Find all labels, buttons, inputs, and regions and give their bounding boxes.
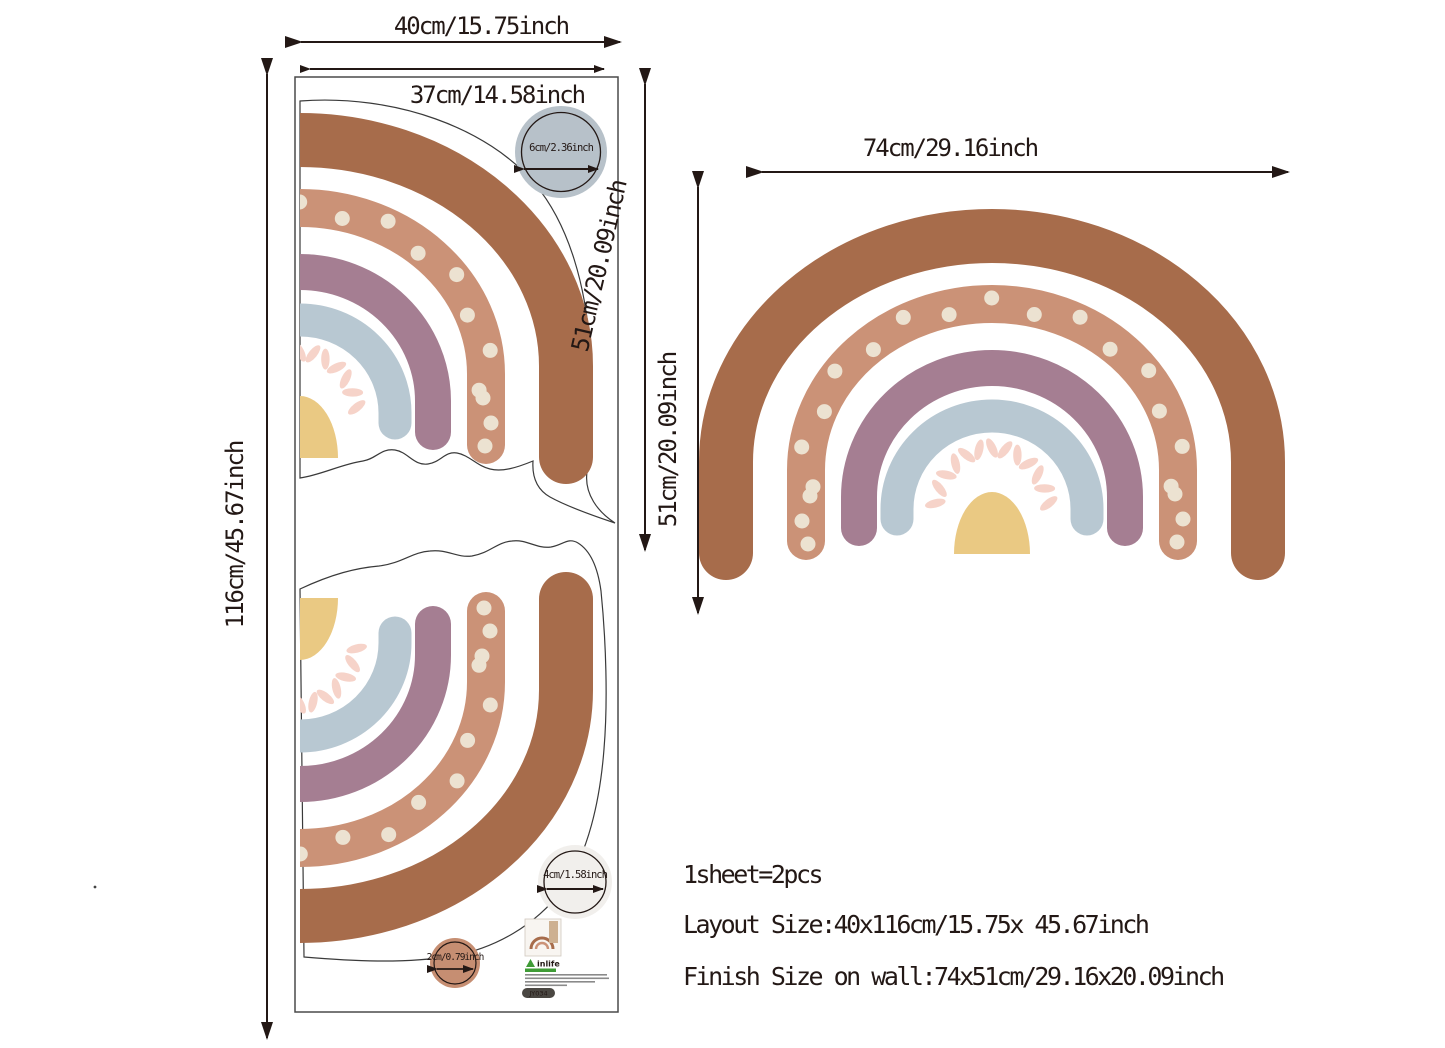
wall-height-label: 51cm/20.09inch <box>654 352 682 527</box>
wall-rainbow <box>726 236 1258 554</box>
circle-2cm-label: 2cm/0.79inch <box>427 952 484 963</box>
fine-print-lines <box>525 974 609 987</box>
inlife-logo-bar <box>525 968 556 972</box>
info-line-finish-size: Finish Size on wall:74x51cm/29.16x20.09i… <box>683 962 1223 991</box>
model-badge <box>522 988 555 998</box>
label-photo-column <box>549 921 558 943</box>
wall-rainbow-panel: 74cm/29.16inch 51cm/20.09inch <box>654 134 1290 615</box>
sheet-panel: 6cm/2.36inch 4cm/1.58inch 2cm/0.79inch i… <box>221 12 651 1040</box>
sheet-width-label: 40cm/15.75inch <box>394 12 569 40</box>
stray-speck <box>93 885 97 889</box>
label-photo-rainbow-inner <box>534 941 550 950</box>
product-label-block: inlife JY034 <box>522 918 609 998</box>
inlife-logo-text: inlife <box>537 960 560 969</box>
model-badge-text: JY034 <box>528 990 547 998</box>
sheet-height-label: 116cm/45.67inch <box>221 441 249 628</box>
label-photo-rainbow <box>529 936 555 950</box>
piece-width-label: 37cm/14.58inch <box>410 81 585 109</box>
info-text-block: 1sheet=2pcs Layout Size:40x116cm/15.75x … <box>683 860 1226 991</box>
circle-4cm-label: 4cm/1.58inch <box>543 869 608 881</box>
info-line-pieces: 1sheet=2pcs <box>683 860 822 889</box>
wall-width-label: 74cm/29.16inch <box>863 134 1038 162</box>
diecut-outline-bottom-piece <box>299 540 607 962</box>
reference-circle-4cm: 4cm/1.58inch <box>537 845 612 919</box>
diecut-outline-top-piece <box>299 99 616 524</box>
sheet-dimensions <box>261 36 651 1040</box>
circle-6cm-label: 6cm/2.36inch <box>529 142 594 154</box>
reference-circle-6cm: 6cm/2.36inch <box>514 106 607 198</box>
inlife-logo-icon <box>526 959 535 967</box>
info-line-layout-size: Layout Size:40x116cm/15.75x 45.67inch <box>683 910 1148 939</box>
reference-circle-2cm: 2cm/0.79inch <box>427 938 485 988</box>
wall-dimensions <box>692 166 1290 615</box>
